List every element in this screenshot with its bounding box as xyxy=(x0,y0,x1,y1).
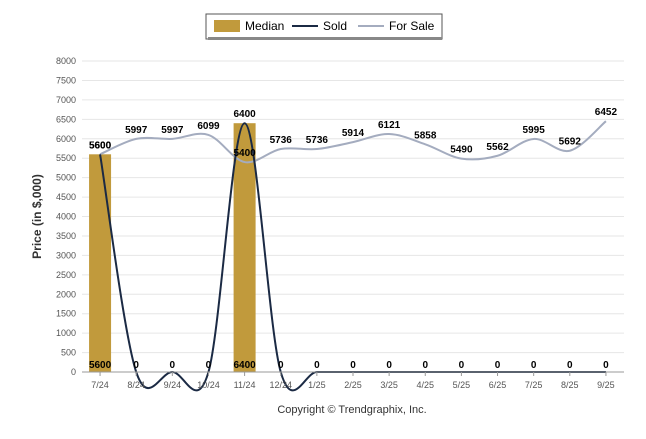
for-sale-label-10/24: 6099 xyxy=(197,121,220,132)
x-tick-label-12/24: 12/24 xyxy=(269,380,292,390)
x-tick-label-5/25: 5/25 xyxy=(453,380,471,390)
median-label-1/25: 0 xyxy=(314,360,320,371)
median-label-9/25: 0 xyxy=(603,360,609,371)
x-tick-label-3/25: 3/25 xyxy=(380,380,398,390)
y-tick-label-6500: 6500 xyxy=(56,114,76,124)
median-label-7/25: 0 xyxy=(531,360,537,371)
legend-swatch-median xyxy=(214,20,240,32)
y-tick-label-7000: 7000 xyxy=(56,95,76,105)
x-tick-label-1/25: 1/25 xyxy=(308,380,326,390)
y-tick-label-500: 500 xyxy=(61,348,76,358)
median-label-11/24: 6400 xyxy=(233,360,256,371)
median-label-8/24: 0 xyxy=(133,360,139,371)
sold-label-11/24: 6400 xyxy=(233,109,256,120)
for-sale-label-2/25: 5914 xyxy=(342,128,365,139)
median-label-4/25: 0 xyxy=(422,360,428,371)
for-sale-label-4/25: 5858 xyxy=(414,130,437,141)
x-tick-label-7/25: 7/25 xyxy=(525,380,543,390)
y-tick-label-6000: 6000 xyxy=(56,134,76,144)
axes: 0 500 1000 1500 2000 2500 3000 3500 4000 4500 5000… xyxy=(56,56,624,390)
median-label-8/25: 0 xyxy=(567,360,573,371)
for-sale-label-3/25: 6121 xyxy=(378,120,401,131)
legend-box xyxy=(205,13,443,40)
for-sale-label-6/25: 5562 xyxy=(486,142,509,153)
y-tick-label-7500: 7500 xyxy=(56,75,76,85)
x-tick-label-9/25: 9/25 xyxy=(597,380,615,390)
sold-label-7/24: 5600 xyxy=(89,140,112,151)
data-labels: 5600 5997 5997 6099 5400 5736 5736 5914 6121 5858… xyxy=(89,107,618,371)
x-tick-label-9/24: 9/24 xyxy=(164,380,182,390)
for-sale-label-12/24: 5736 xyxy=(270,135,293,146)
grid xyxy=(82,60,624,373)
y-tick-label-3000: 3000 xyxy=(56,250,76,260)
y-axis-label: Price (in $,000) xyxy=(30,174,44,259)
median-label-7/24: 5600 xyxy=(89,360,112,371)
y-tick-label-5000: 5000 xyxy=(56,173,76,183)
x-tick-label-6/25: 6/25 xyxy=(489,380,507,390)
x-tick-label-8/24: 8/24 xyxy=(127,380,145,390)
for-sale-label-5/25: 5490 xyxy=(450,145,473,156)
y-tick-label-2000: 2000 xyxy=(56,289,76,299)
x-tick-label-7/24: 7/24 xyxy=(91,380,109,390)
for-sale-label-7/25: 5995 xyxy=(523,125,546,136)
median-label-2/25: 0 xyxy=(350,360,356,371)
y-tick-label-2500: 2500 xyxy=(56,270,76,280)
median-label-5/25: 0 xyxy=(459,360,465,371)
for-sale-label-11/24: 5400 xyxy=(233,148,256,159)
legend-shadow xyxy=(208,37,442,40)
median-bar-11/24 xyxy=(233,123,256,372)
bars xyxy=(89,123,256,372)
median-bar-7/24 xyxy=(89,154,112,372)
legend: Median Sold For Sale xyxy=(205,13,443,40)
for-sale-label-8/25: 5692 xyxy=(559,137,582,148)
legend-label-median: Median xyxy=(245,19,284,33)
sold-line xyxy=(99,122,606,392)
median-label-9/24: 0 xyxy=(170,360,176,371)
median-label-12/24: 0 xyxy=(278,360,284,371)
y-tick-label-0: 0 xyxy=(71,367,76,377)
x-tick-label-10/24: 10/24 xyxy=(197,380,220,390)
median-label-10/24: 0 xyxy=(206,360,212,371)
for-sale-label-1/25: 5736 xyxy=(306,135,329,146)
for-sale-label-8/24: 5997 xyxy=(125,125,148,136)
y-tick-label-4500: 4500 xyxy=(56,192,76,202)
median-label-6/25: 0 xyxy=(495,360,501,371)
y-tick-label-4000: 4000 xyxy=(56,212,76,222)
median-label-3/25: 0 xyxy=(386,360,392,371)
y-tick-label-8000: 8000 xyxy=(56,56,76,66)
y-tick-label-1000: 1000 xyxy=(56,328,76,338)
for-sale-label-7/24: 5600 xyxy=(89,140,112,151)
y-tick-label-5500: 5500 xyxy=(56,153,76,163)
y-tick-label-3500: 3500 xyxy=(56,231,76,241)
y-tick-label-1500: 1500 xyxy=(56,309,76,319)
copyright-text: Copyright © Trendgraphix, Inc. xyxy=(277,404,426,416)
legend-label-for-sale: For Sale xyxy=(389,19,435,33)
x-tick-label-2/25: 2/25 xyxy=(344,380,362,390)
x-tick-label-8/25: 8/25 xyxy=(561,380,579,390)
for-sale-label-9/24: 5997 xyxy=(161,125,184,136)
x-tick-label-4/25: 4/25 xyxy=(417,380,435,390)
for-sale-label-9/25: 6452 xyxy=(595,107,618,118)
for-sale-line xyxy=(99,120,607,164)
legend-label-sold: Sold xyxy=(323,19,347,33)
x-tick-label-11/24: 11/24 xyxy=(234,380,256,390)
